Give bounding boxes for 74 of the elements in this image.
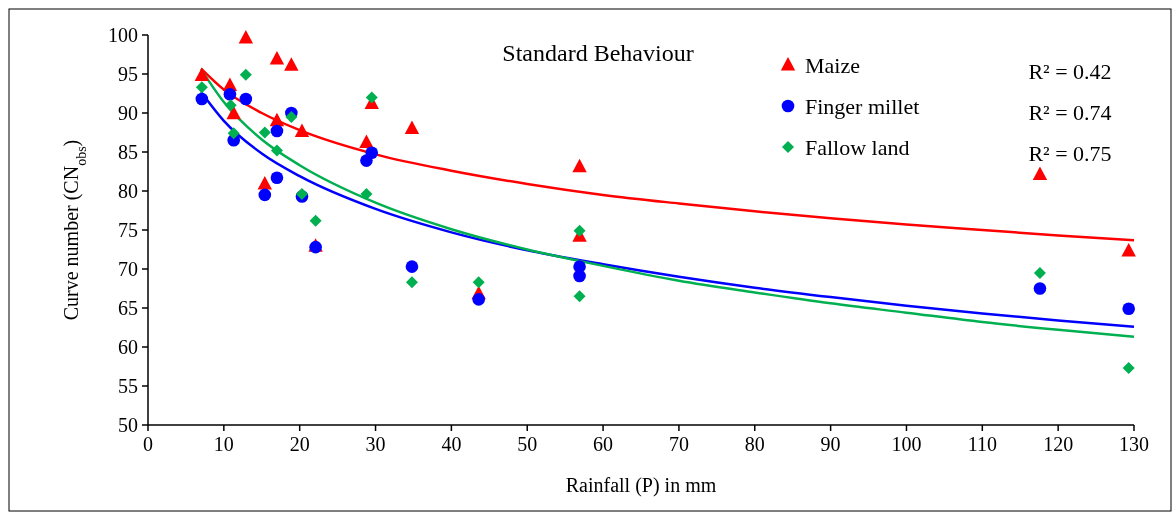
point (285, 110, 298, 123)
point (238, 30, 254, 44)
point (359, 134, 374, 149)
point (270, 171, 284, 185)
legend-label: Fallow land (805, 134, 910, 160)
point (405, 276, 418, 289)
point (257, 175, 272, 190)
point (239, 92, 253, 106)
y-tick-label: 90 (118, 102, 138, 124)
y-tick-label: 80 (118, 180, 138, 202)
y-tick-label: 60 (118, 336, 138, 358)
point (1032, 166, 1048, 181)
point (573, 224, 586, 237)
point (573, 290, 586, 303)
annotation: R² = 0.42 (1028, 59, 1112, 84)
point (1122, 362, 1135, 375)
x-tick-label: 110 (967, 433, 997, 455)
point (270, 124, 284, 138)
y-tick-label: 50 (118, 414, 138, 436)
point (472, 293, 485, 306)
point (365, 146, 379, 160)
x-tick-label: 0 (143, 433, 153, 455)
x-tick-label: 100 (891, 433, 922, 455)
point (360, 188, 373, 201)
x-tick-label: 10 (213, 433, 234, 455)
point (223, 87, 237, 101)
point (284, 57, 299, 71)
point (1122, 302, 1135, 316)
x-tick-label: 60 (593, 433, 614, 455)
y-tick-label: 95 (118, 63, 138, 85)
x-tick-label: 80 (744, 433, 765, 455)
point (1033, 266, 1046, 279)
legend-label: Finger millet (805, 93, 920, 119)
point (224, 99, 237, 112)
x-tick-label: 30 (365, 433, 386, 455)
x-tick-label: 50 (517, 433, 538, 455)
x-tick-label: 130 (1119, 433, 1149, 455)
annotation: R² = 0.74 (1028, 100, 1112, 125)
point (269, 51, 285, 65)
y-tick-label: 65 (118, 297, 138, 319)
chart-title: Standard Behaviour (502, 40, 694, 66)
y-tick-label: 100 (108, 24, 138, 46)
point (573, 269, 586, 283)
point (195, 92, 209, 106)
y-tick-label: 85 (118, 141, 138, 163)
annotation: R² = 0.75 (1028, 141, 1112, 166)
point (1121, 242, 1136, 257)
legend-label: Maize (805, 52, 860, 78)
point (227, 127, 240, 140)
point (1033, 282, 1047, 295)
x-tick-label: 90 (820, 433, 841, 455)
point (239, 68, 252, 81)
point (405, 260, 419, 273)
y-tick-label: 55 (118, 375, 138, 397)
point (365, 91, 378, 104)
point (194, 67, 210, 81)
x-tick-label: 120 (1043, 433, 1074, 455)
point (404, 120, 420, 134)
point (269, 112, 285, 127)
x-tick-label: 40 (441, 433, 462, 455)
point (294, 123, 310, 138)
point (472, 276, 485, 289)
x-axis-title: Rainfall (P) in mm (565, 474, 717, 497)
point (258, 188, 272, 202)
point (572, 158, 587, 173)
y-tick-label: 70 (118, 258, 138, 280)
x-tick-label: 70 (668, 433, 689, 455)
point (195, 81, 208, 94)
point (270, 144, 283, 157)
x-tick-label: 20 (289, 433, 310, 455)
point (226, 105, 241, 120)
y-tick-label: 75 (118, 219, 138, 241)
point (258, 126, 271, 139)
point (309, 214, 322, 227)
